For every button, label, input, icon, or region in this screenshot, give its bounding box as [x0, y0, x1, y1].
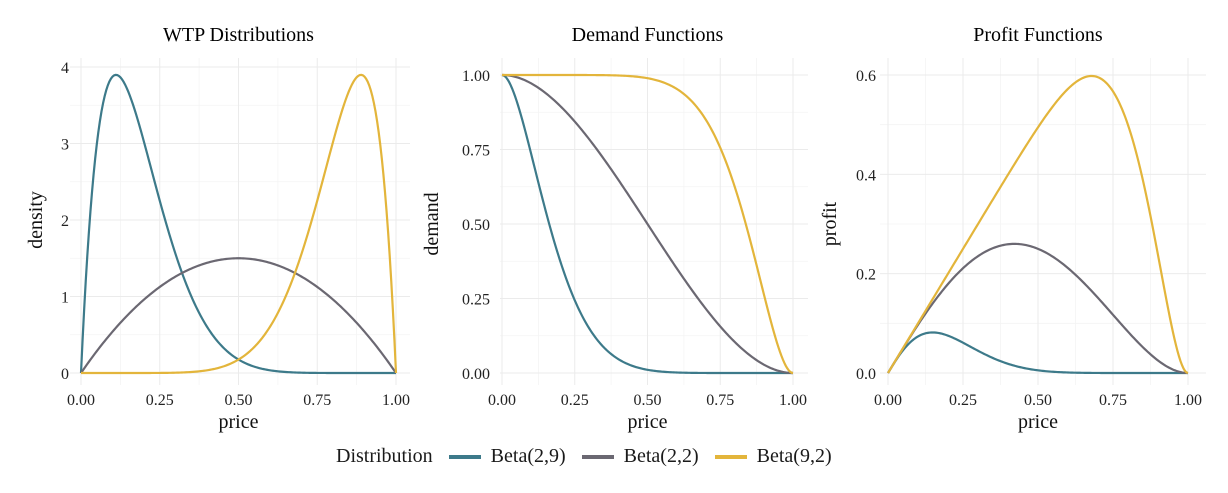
series-line-92 [887, 74, 1189, 375]
y-axis-label: profit [819, 201, 841, 246]
panel-title: Profit Functions [973, 24, 1103, 46]
x-tick-label: 0.00 [874, 392, 902, 409]
y-tick-label: 0.4 [856, 167, 876, 184]
series-line-92 [81, 73, 398, 375]
legend-key-beta-2-2 [581, 454, 614, 459]
x-tick-label: 0.25 [146, 392, 174, 409]
panel-density: 0.00 0.25 0.50 0.75 1.00 0 1 2 3 4 WTP Distributio… [25, 24, 410, 433]
x-tick-label: 1.00 [382, 392, 410, 409]
x-tick-label: 0.25 [561, 392, 589, 409]
x-tick-label: 0.00 [488, 392, 516, 409]
y-tick-label: 1 [61, 290, 69, 307]
x-tick-label: 0.50 [225, 392, 253, 409]
series-line-29 [887, 331, 1188, 375]
panel-profit: 0.00 0.25 0.50 0.75 1.00 0.0 0.2 0.4 0.6 Profit F… [819, 24, 1206, 433]
x-tick-label: 0.00 [67, 392, 95, 409]
x-tick-label: 0.75 [706, 392, 734, 409]
x-tick-label: 0.75 [303, 392, 331, 409]
series-line-92 [502, 73, 794, 375]
panel-title: WTP Distributions [163, 24, 314, 46]
x-tick-label: 0.50 [1024, 392, 1052, 409]
x-tick-label: 1.00 [779, 392, 807, 409]
series-line-22 [80, 257, 397, 374]
y-tick-label: 0.6 [856, 68, 876, 85]
y-axis-label: density [25, 191, 47, 249]
legend-label-beta-2-9: Beta(2,9) [490, 445, 566, 467]
x-tick-label: 1.00 [1174, 392, 1202, 409]
y-tick-label: 0.50 [462, 217, 490, 234]
y-tick-label: 3 [61, 137, 69, 154]
legend-title: Distribution [336, 445, 433, 467]
legend: Distribution Beta(2,9) Beta(2,2) Beta(9,… [336, 445, 832, 468]
y-tick-label: 0.00 [462, 366, 490, 383]
y-tick-label: 0.25 [462, 292, 490, 309]
y-tick-label: 0.0 [856, 366, 876, 383]
x-tick-label: 0.25 [949, 392, 977, 409]
series-line-22 [501, 73, 794, 375]
y-axis-label: demand [421, 192, 443, 255]
y-tick-label: 4 [61, 60, 69, 77]
panel-title: Demand Functions [572, 24, 724, 46]
legend-key-beta-9-2 [714, 454, 747, 459]
x-tick-label: 0.75 [1099, 392, 1127, 409]
y-tick-label: 0.2 [856, 267, 876, 284]
y-tick-label: 1.00 [462, 68, 490, 85]
x-axis-label: price [219, 411, 259, 433]
series-line-29 [501, 73, 793, 375]
x-tick-label: 0.50 [634, 392, 662, 409]
legend-label-beta-2-2: Beta(2,2) [623, 445, 699, 467]
x-axis-label: price [628, 411, 668, 433]
y-tick-label: 2 [61, 213, 69, 230]
y-tick-label: 0 [61, 366, 69, 383]
x-axis-label: price [1018, 411, 1058, 433]
series-line-22 [887, 242, 1189, 375]
y-tick-label: 0.75 [462, 143, 490, 160]
panel-demand: 0.00 0.25 0.50 0.75 1.00 0.00 0.25 0.50 0.75 1.00… [421, 24, 808, 433]
legend-key-beta-2-9 [448, 454, 481, 459]
legend-label-beta-9-2: Beta(9,2) [756, 445, 832, 467]
